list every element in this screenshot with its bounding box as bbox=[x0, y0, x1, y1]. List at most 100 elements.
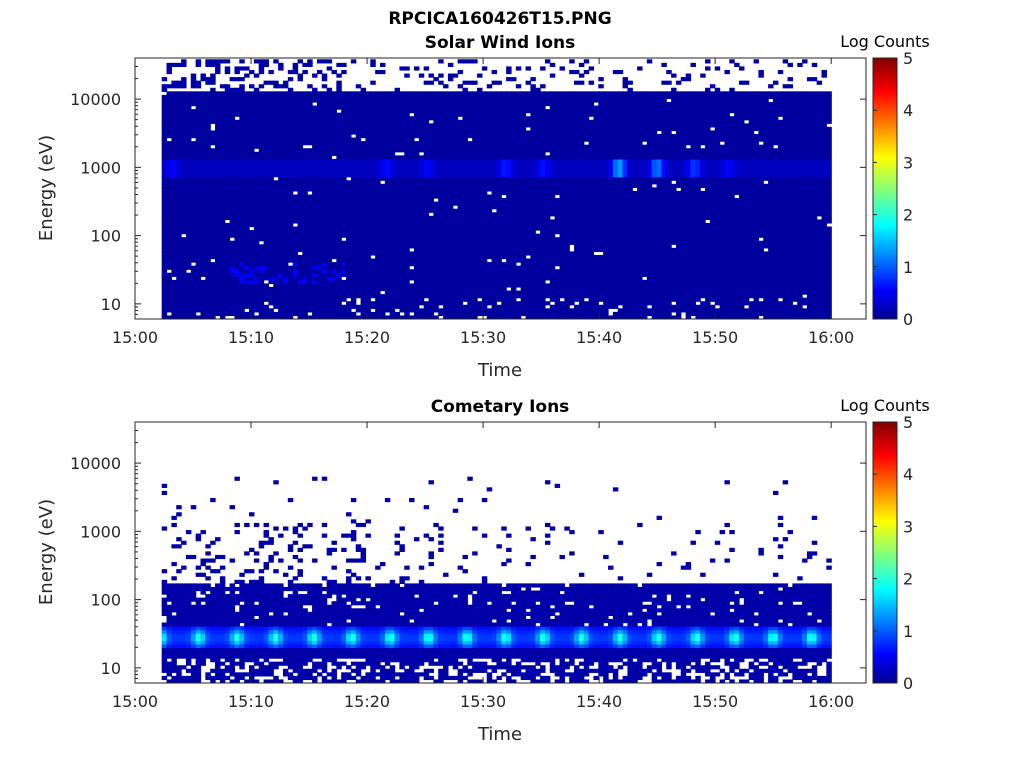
heatmap-cell bbox=[239, 66, 245, 71]
heatmap-cell bbox=[530, 315, 536, 319]
heatmap-cell bbox=[307, 91, 313, 96]
heatmap-cell bbox=[249, 194, 255, 199]
heatmap-cell bbox=[506, 294, 512, 299]
heatmap-cell bbox=[355, 272, 362, 277]
heatmap-cell bbox=[268, 126, 274, 132]
heatmap-cell bbox=[200, 187, 206, 192]
heatmap-cell bbox=[447, 290, 454, 295]
heatmap-cell bbox=[249, 215, 255, 220]
heatmap-cell bbox=[399, 190, 405, 196]
heatmap-cell bbox=[530, 311, 536, 317]
heatmap-cell bbox=[525, 183, 531, 188]
heatmap-cell bbox=[443, 105, 449, 110]
heatmap-cell bbox=[477, 130, 483, 135]
heatmap-cell bbox=[200, 190, 206, 196]
heatmap-cell bbox=[331, 180, 337, 185]
heatmap-cell bbox=[510, 77, 517, 82]
heatmap-cell bbox=[491, 258, 498, 263]
heatmap-cell bbox=[510, 276, 517, 281]
heatmap-cell bbox=[530, 130, 536, 135]
heatmap-cell bbox=[506, 301, 512, 306]
heatmap-cell bbox=[268, 276, 274, 281]
heatmap-cell bbox=[370, 80, 376, 85]
heatmap-cell bbox=[176, 105, 182, 110]
heatmap-cell bbox=[171, 237, 177, 242]
heatmap-cell bbox=[166, 222, 172, 228]
heatmap-cell bbox=[341, 62, 347, 68]
heatmap-cell bbox=[341, 205, 347, 210]
heatmap-cell bbox=[496, 183, 502, 188]
heatmap-cell bbox=[530, 265, 536, 270]
heatmap-cell bbox=[312, 141, 318, 146]
heatmap-cell bbox=[302, 269, 308, 274]
heatmap-cell bbox=[355, 84, 362, 89]
heatmap-cell bbox=[331, 265, 337, 270]
heatmap-cell bbox=[210, 222, 216, 228]
heatmap-cell bbox=[239, 301, 245, 306]
heatmap-cell bbox=[380, 155, 386, 160]
heatmap-cell bbox=[312, 258, 318, 263]
heatmap-cell bbox=[292, 311, 299, 317]
heatmap-cell bbox=[161, 162, 168, 167]
heatmap-cell bbox=[341, 155, 347, 160]
heatmap-cell bbox=[239, 240, 245, 245]
heatmap-cell bbox=[447, 205, 454, 210]
heatmap-cell bbox=[166, 183, 172, 188]
heatmap-cell bbox=[491, 272, 498, 277]
heatmap-cell bbox=[389, 144, 396, 149]
heatmap-cell bbox=[515, 258, 522, 263]
heatmap-cell bbox=[278, 226, 284, 231]
heatmap-cell bbox=[477, 101, 483, 107]
heatmap-cell bbox=[506, 144, 512, 149]
heatmap-cell bbox=[263, 116, 270, 121]
heatmap-cell bbox=[380, 151, 386, 156]
heatmap-cell bbox=[278, 237, 284, 242]
heatmap-cell bbox=[443, 151, 449, 156]
heatmap-cell bbox=[375, 269, 381, 274]
heatmap-cell bbox=[438, 251, 444, 256]
heatmap-cell bbox=[394, 105, 401, 110]
heatmap-cell bbox=[239, 158, 245, 164]
heatmap-cell bbox=[190, 98, 197, 103]
heatmap-cell bbox=[394, 251, 401, 256]
heatmap-cell bbox=[462, 283, 468, 288]
heatmap-cell bbox=[326, 158, 333, 164]
heatmap-cell bbox=[423, 254, 430, 260]
heatmap-cell bbox=[423, 66, 430, 71]
heatmap-cell bbox=[166, 272, 172, 277]
heatmap-cell bbox=[224, 201, 231, 206]
heatmap-cell bbox=[346, 247, 352, 253]
heatmap-cell bbox=[491, 194, 498, 199]
heatmap-cell bbox=[244, 240, 250, 245]
heatmap-cell bbox=[263, 162, 270, 167]
heatmap-cell bbox=[506, 283, 512, 288]
heatmap-cell bbox=[472, 190, 478, 196]
heatmap-cell bbox=[268, 144, 274, 149]
heatmap-cell bbox=[263, 247, 270, 253]
heatmap-cell bbox=[515, 215, 522, 220]
heatmap-cell bbox=[273, 237, 279, 242]
heatmap-cell bbox=[375, 315, 381, 319]
heatmap-cell bbox=[462, 155, 468, 160]
heatmap-cell bbox=[375, 134, 381, 139]
heatmap-cell bbox=[321, 84, 328, 89]
heatmap-cell bbox=[312, 94, 318, 100]
heatmap-cell bbox=[302, 123, 308, 128]
heatmap-cell bbox=[239, 87, 245, 92]
heatmap-cell bbox=[477, 194, 483, 199]
heatmap-cell bbox=[350, 286, 357, 292]
heatmap-cell bbox=[321, 148, 328, 153]
heatmap-cell bbox=[501, 279, 507, 285]
heatmap-cell bbox=[312, 311, 318, 317]
heatmap-cell bbox=[200, 297, 206, 302]
heatmap-cell bbox=[176, 294, 182, 299]
heatmap-cell bbox=[399, 109, 405, 114]
heatmap-cell bbox=[389, 311, 396, 317]
heatmap-cell bbox=[438, 233, 444, 238]
heatmap-cell bbox=[409, 187, 415, 192]
heatmap-cell bbox=[491, 226, 498, 231]
heatmap-cell bbox=[302, 262, 308, 267]
heatmap-cell bbox=[370, 237, 376, 242]
heatmap-cell bbox=[486, 84, 493, 89]
heatmap-cell bbox=[409, 269, 415, 274]
